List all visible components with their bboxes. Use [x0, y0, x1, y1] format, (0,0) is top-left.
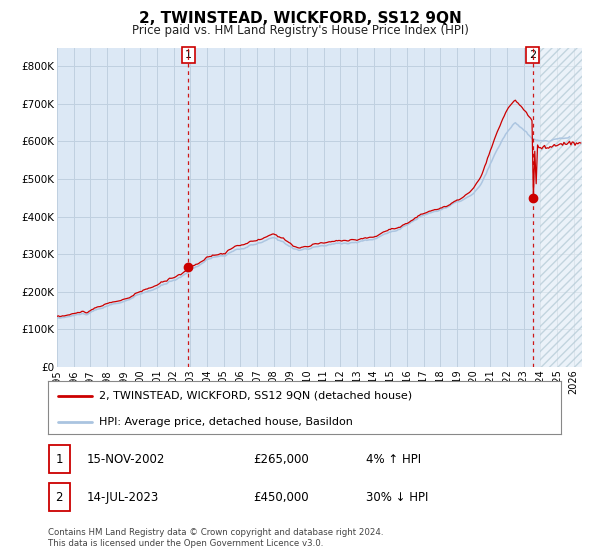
Text: 2, TWINSTEAD, WICKFORD, SS12 9QN: 2, TWINSTEAD, WICKFORD, SS12 9QN	[139, 11, 461, 26]
Text: 1: 1	[56, 452, 63, 466]
Text: HPI: Average price, detached house, Basildon: HPI: Average price, detached house, Basi…	[100, 417, 353, 427]
Text: 15-NOV-2002: 15-NOV-2002	[86, 452, 165, 466]
Text: 30% ↓ HPI: 30% ↓ HPI	[366, 491, 428, 504]
Text: 1: 1	[185, 50, 192, 60]
FancyBboxPatch shape	[49, 483, 70, 511]
Text: £265,000: £265,000	[253, 452, 309, 466]
Bar	[541, 48, 582, 367]
Text: 4% ↑ HPI: 4% ↑ HPI	[366, 452, 421, 466]
FancyBboxPatch shape	[49, 445, 70, 473]
Text: Price paid vs. HM Land Registry's House Price Index (HPI): Price paid vs. HM Land Registry's House …	[131, 24, 469, 37]
Bar	[541, 48, 582, 367]
Text: 2: 2	[529, 50, 536, 60]
Text: 2, TWINSTEAD, WICKFORD, SS12 9QN (detached house): 2, TWINSTEAD, WICKFORD, SS12 9QN (detach…	[100, 391, 412, 401]
Text: 14-JUL-2023: 14-JUL-2023	[86, 491, 159, 504]
Text: £450,000: £450,000	[253, 491, 309, 504]
Text: 2: 2	[56, 491, 63, 504]
Text: Contains HM Land Registry data © Crown copyright and database right 2024.
This d: Contains HM Land Registry data © Crown c…	[48, 528, 383, 548]
